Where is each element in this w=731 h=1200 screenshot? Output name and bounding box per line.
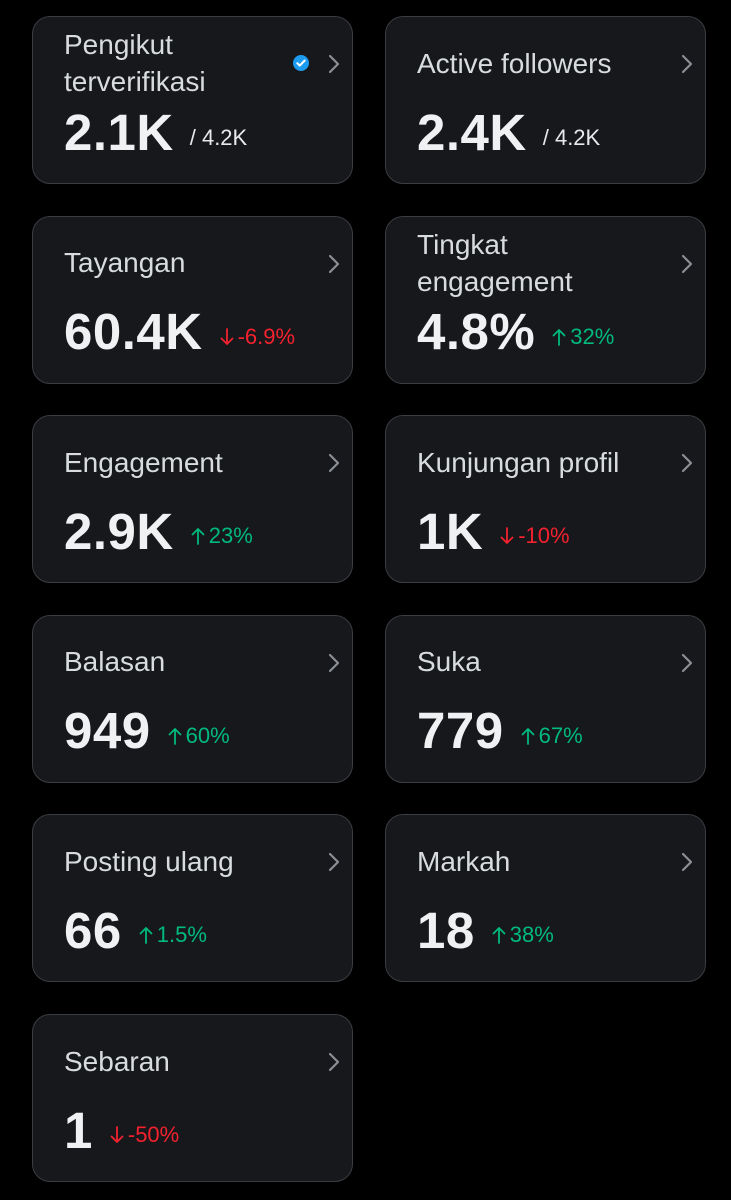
chevron-icon: [325, 53, 343, 80]
metric-value: 1K: [417, 502, 484, 560]
metric-label: Pengikut terverifikasi: [64, 29, 206, 97]
arrow-up-icon: [139, 927, 153, 945]
change-text: 60%: [185, 722, 230, 748]
metric-card[interactable]: Tayangan 60.4K -6.9%: [32, 215, 353, 384]
metric-row: 779 67%: [417, 702, 583, 760]
change-text: 23%: [208, 523, 253, 549]
arrow-up-icon: [191, 528, 205, 546]
verified-badge: [291, 53, 311, 78]
metric-row: 66 1.5%: [64, 901, 207, 959]
metric-value: 60.4K: [64, 303, 203, 361]
chevron-icon: [325, 253, 343, 280]
metric-card[interactable]: Sebaran 1 -50%: [32, 1014, 353, 1182]
metric-label: Suka: [417, 646, 481, 678]
metric-row: 1K -10%: [417, 502, 570, 560]
metric-row: 2.4K / 4.2K: [417, 103, 600, 161]
metric-change: 60%: [167, 723, 230, 749]
metric-label: Tayangan: [64, 247, 186, 279]
metric-row: 1 -50%: [64, 1101, 179, 1159]
metric-card[interactable]: Kunjungan profil 1K -10%: [385, 415, 706, 584]
chevron-icon: [678, 53, 696, 80]
metric-label: Posting ulang: [64, 845, 234, 877]
metric-change: 1.5%: [138, 922, 207, 948]
metric-card[interactable]: Pengikut terverifikasi 2.1K / 4.2K: [32, 16, 353, 184]
metric-label: Engagement: [64, 446, 223, 478]
metric-label: Sebaran: [64, 1045, 170, 1077]
metric-total: / 4.2K: [189, 125, 248, 150]
metric-row: 18 38%: [417, 901, 554, 959]
metric-value: 4.8%: [417, 303, 536, 361]
metric-row: 4.8% 32%: [417, 303, 614, 361]
metric-value: 66: [64, 901, 122, 959]
metric-value: 2.4K: [417, 103, 527, 161]
arrow-up-icon: [168, 727, 181, 745]
chevron-icon: [325, 1051, 343, 1078]
metric-change: 67%: [520, 723, 583, 749]
metric-card[interactable]: Tingkat engagement 4.8% 32%: [385, 215, 706, 384]
metric-card[interactable]: Balasan 949 60%: [32, 614, 353, 783]
change-text: 67%: [538, 722, 583, 748]
metric-value: 18: [417, 901, 475, 959]
change-text: 32%: [570, 323, 615, 349]
chevron-icon: [325, 452, 343, 479]
metric-label: Tingkat engagement: [417, 228, 573, 297]
metric-change: -50%: [109, 1122, 179, 1148]
arrow-down-icon: [110, 1126, 124, 1143]
chevron-icon: [325, 851, 343, 878]
chevron-icon: [678, 452, 696, 479]
metric-change: 38%: [491, 922, 554, 948]
metric-change: -10%: [499, 523, 570, 549]
metric-value: 1: [64, 1101, 93, 1159]
metric-card[interactable]: Posting ulang 66 1.5%: [32, 814, 353, 983]
metric-card[interactable]: Engagement 2.9K 23%: [32, 415, 353, 584]
metric-card[interactable]: Active followers 2.4K / 4.2K: [385, 16, 706, 184]
change-text: -10%: [518, 523, 570, 549]
chevron-icon: [325, 652, 343, 679]
metric-label: Kunjungan profil: [417, 446, 620, 478]
change-text: -50%: [127, 1122, 180, 1147]
metric-value: 949: [64, 702, 151, 760]
arrow-up-icon: [552, 328, 566, 346]
metric-total: / 4.2K: [542, 125, 601, 150]
metric-row: 60.4K -6.9%: [64, 303, 295, 361]
metric-label: Active followers: [417, 47, 612, 79]
change-text: 38%: [509, 922, 554, 948]
arrow-down-icon: [500, 527, 514, 545]
metric-change: -6.9%: [219, 324, 295, 350]
metric-row: 2.1K / 4.2K: [64, 103, 247, 161]
metric-card[interactable]: Suka 779 67%: [385, 614, 706, 783]
arrow-up-icon: [492, 927, 506, 945]
chevron-icon: [678, 253, 696, 280]
chevron-icon: [678, 652, 696, 679]
metric-row: 2.9K 23%: [64, 502, 253, 560]
metric-change: 32%: [551, 324, 614, 350]
change-text: 1.5%: [156, 922, 207, 948]
metric-change: 23%: [190, 523, 253, 549]
metric-value: 2.9K: [64, 502, 174, 560]
chevron-icon: [678, 851, 696, 878]
metric-label: Markah: [417, 845, 511, 877]
metric-value: 2.1K: [64, 103, 174, 161]
metric-label: Balasan: [64, 646, 166, 678]
arrow-down-icon: [220, 327, 233, 345]
metric-row: 949 60%: [64, 702, 230, 760]
change-text: -6.9%: [237, 323, 296, 349]
metric-card[interactable]: Markah 18 38%: [385, 814, 706, 983]
arrow-up-icon: [521, 727, 534, 745]
metric-value: 779: [417, 702, 504, 760]
